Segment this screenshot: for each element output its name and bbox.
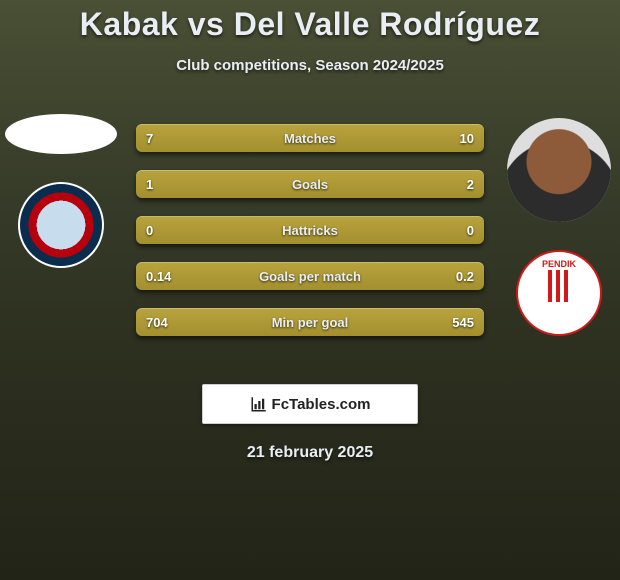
stat-label: Hattricks [136,223,484,238]
stat-label: Matches [136,131,484,146]
stats-block: 7 Matches 10 1 Goals 2 0 Hattricks 0 0.1… [136,124,484,336]
stat-row-mpg: 704 Min per goal 545 [136,308,484,336]
right-player-avatar [507,118,611,222]
stat-label: Goals [136,177,484,192]
subtitle: Club competitions, Season 2024/2025 [0,57,620,74]
stat-label: Goals per match [136,269,484,284]
stat-row-gpm: 0.14 Goals per match 0.2 [136,262,484,290]
footer-block: FcTables.com 21 february 2025 [0,350,620,462]
page-title: Kabak vs Del Valle Rodríguez [0,0,620,43]
left-player-avatar [5,114,117,154]
stat-row-goals: 1 Goals 2 [136,170,484,198]
stat-row-matches: 7 Matches 10 [136,124,484,152]
left-club-badge [18,182,104,268]
watermark-text: FcTables.com [272,396,371,413]
right-club-badge [516,250,602,336]
left-player-column [6,118,116,268]
watermark: FcTables.com [202,384,418,424]
chart-icon [250,395,268,413]
stat-row-hattricks: 0 Hattricks 0 [136,216,484,244]
right-player-column [504,118,614,336]
player-photo [507,118,611,222]
stat-label: Min per goal [136,315,484,330]
comparison-card: Kabak vs Del Valle Rodríguez Club compet… [0,0,620,580]
snapshot-date: 21 february 2025 [0,444,620,462]
